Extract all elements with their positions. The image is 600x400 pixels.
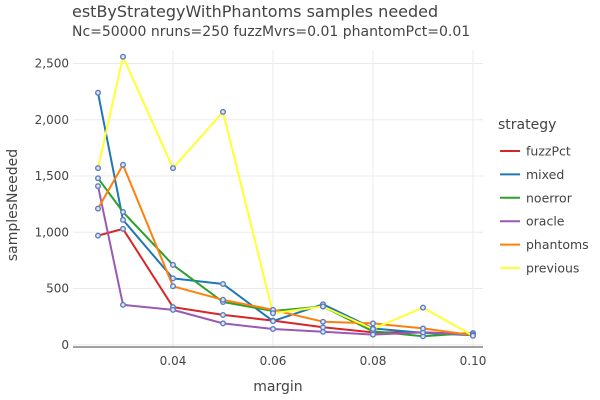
y-tick-label: 0 [61,338,69,352]
data-point-oracle[interactable] [270,326,277,333]
series-line-previous [97,55,474,337]
legend-item-mixed[interactable]: mixed [500,167,564,182]
data-point-oracle[interactable] [219,320,226,327]
legend-label: previous [526,261,579,276]
legend-label: phantoms [526,237,589,252]
data-point-previous[interactable] [169,165,176,172]
y-tick-label: 2,500 [35,57,69,71]
y-tick-label: 1,500 [35,169,69,183]
legend-item-oracle[interactable]: oracle [500,214,565,229]
y-tick-label: 500 [46,282,69,296]
x-tick-label: 0.10 [460,354,487,368]
legend-item-previous[interactable]: previous [500,261,579,276]
grid [73,50,483,347]
y-axis: 0 500 1,000 1,500 2,000 2,500 [35,57,69,352]
data-point-oracle[interactable] [320,328,327,335]
data-point-previous[interactable] [219,108,226,115]
data-point-oracle[interactable] [169,306,176,313]
data-point-previous[interactable] [420,304,427,311]
x-tick-label: 0.06 [260,354,287,368]
data-point-previous[interactable] [320,303,327,310]
series-line-mixed [97,92,474,337]
x-tick-label: 0.08 [360,354,387,368]
data-point-oracle[interactable] [370,331,377,338]
data-point-mixed[interactable] [219,281,226,288]
legend: fuzzPct mixed noerror oracle phantoms previou… [500,144,589,276]
chart-title: estByStrategyWithPhantoms samples needed [72,2,438,21]
legend-item-noerror[interactable]: noerror [500,190,573,205]
data-point-fuzzPct[interactable] [94,232,101,239]
data-point-phantoms[interactable] [94,205,101,212]
data-point-previous[interactable] [270,310,277,317]
data-point-phantoms[interactable] [320,318,327,325]
data-point-previous[interactable] [94,165,101,172]
data-point-noerror[interactable] [94,175,101,182]
legend-label: fuzzPct [526,144,571,159]
data-point-phantoms[interactable] [119,161,126,168]
data-point-mixed[interactable] [119,216,126,223]
data-point-previous[interactable] [470,332,477,339]
x-axis: 0.04 0.06 0.08 0.10 [160,354,487,368]
x-axis-title: margin [253,379,302,395]
legend-label: noerror [526,190,573,205]
data-point-phantoms[interactable] [219,296,226,303]
chart-subtitle: Nc=50000 nruns=250 fuzzMvrs=0.01 phantom… [72,24,470,40]
data-point-noerror[interactable] [169,261,176,268]
data-point-previous[interactable] [370,326,377,333]
data-point-fuzzPct[interactable] [119,225,126,232]
data-point-phantoms[interactable] [169,283,176,290]
y-tick-label: 1,000 [35,225,69,239]
plot-area [94,53,477,340]
data-point-mixed[interactable] [169,275,176,282]
y-axis-title: samplesNeeded [5,149,21,261]
data-point-phantoms[interactable] [420,325,427,332]
legend-label: mixed [526,167,564,182]
data-point-phantoms[interactable] [370,320,377,327]
y-tick-label: 2,000 [35,113,69,127]
data-point-previous[interactable] [119,53,126,60]
legend-label: oracle [526,214,565,229]
legend-item-fuzzPct[interactable]: fuzzPct [500,144,571,159]
x-tick-label: 0.04 [160,354,187,368]
data-point-mixed[interactable] [270,318,277,325]
data-point-mixed[interactable] [94,89,101,96]
legend-title: strategy [498,117,556,133]
data-point-oracle[interactable] [94,183,101,190]
data-point-fuzzPct[interactable] [219,311,226,318]
data-point-noerror[interactable] [119,208,126,215]
data-point-oracle[interactable] [119,301,126,308]
legend-item-phantoms[interactable]: phantoms [500,237,589,252]
